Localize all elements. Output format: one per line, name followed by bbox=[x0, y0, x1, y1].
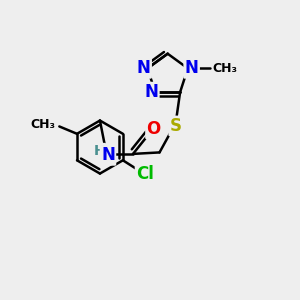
Text: N: N bbox=[144, 83, 158, 101]
Text: N: N bbox=[101, 146, 115, 164]
Text: N: N bbox=[185, 59, 199, 77]
Text: O: O bbox=[146, 120, 161, 138]
Text: N: N bbox=[137, 59, 151, 77]
Text: S: S bbox=[170, 117, 182, 135]
Text: CH₃: CH₃ bbox=[212, 62, 237, 75]
Text: H: H bbox=[93, 144, 105, 158]
Text: Cl: Cl bbox=[136, 165, 154, 183]
Text: CH₃: CH₃ bbox=[31, 118, 56, 131]
